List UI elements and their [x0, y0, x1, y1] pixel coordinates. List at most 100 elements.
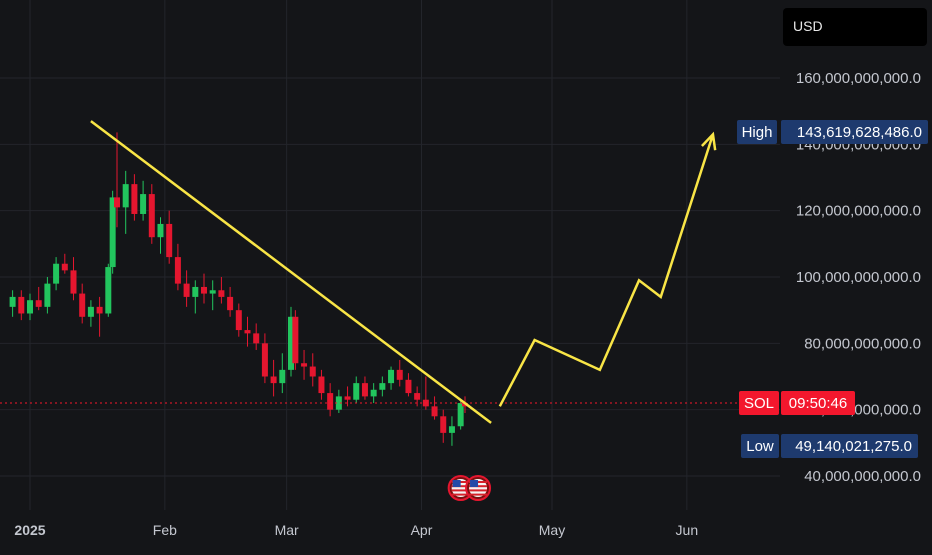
candle [261, 333, 268, 384]
countdown-timer: 09:50:46 [789, 395, 847, 412]
candle [353, 376, 360, 404]
high-value: 143,619,628,486.0 [797, 124, 922, 141]
flag-stripe [469, 489, 488, 492]
low-label-tag [741, 434, 779, 458]
candle [422, 376, 429, 410]
candle [440, 409, 447, 443]
event-markers [447, 475, 492, 501]
low-value: 49,140,021,275.0 [795, 438, 912, 455]
projection-path [498, 134, 715, 407]
candle [288, 306, 294, 377]
flag-stripe [469, 493, 488, 496]
candle-body [131, 184, 138, 214]
candle [396, 359, 403, 387]
candle [448, 416, 455, 446]
candle-body [209, 290, 216, 294]
candle-body [79, 293, 86, 317]
candle [140, 180, 147, 221]
candle-body [253, 333, 260, 344]
candle [96, 296, 103, 337]
candle-body [148, 194, 155, 238]
candle [253, 323, 260, 350]
y-tick-label: 120,000,000,000.0 [796, 203, 921, 220]
candle-body [9, 296, 16, 307]
candle-body [27, 300, 33, 314]
candle [114, 132, 120, 228]
currency-label: USD [793, 18, 823, 34]
y-tick-label: 40,000,000,000.0 [804, 468, 921, 485]
candle-body [353, 383, 360, 400]
candle [405, 373, 412, 397]
candle [79, 283, 86, 324]
candle [148, 184, 155, 244]
candle [344, 386, 351, 407]
high-label-tag [737, 120, 777, 144]
price-tags: High 143,619,628,486.0 SOL 09:50:46 Low 49,14… [737, 120, 928, 458]
candle [388, 366, 395, 390]
candle-body [301, 363, 308, 367]
candle [457, 399, 464, 430]
flag-stripe [451, 493, 470, 496]
currency-selector[interactable]: USD [783, 8, 927, 46]
candle [44, 277, 51, 314]
candle-body [61, 263, 68, 271]
candle [227, 286, 234, 317]
flag-canton [452, 480, 461, 487]
us-flag-icon[interactable] [465, 475, 492, 501]
flag-stripe [451, 489, 470, 492]
candle-body [114, 197, 120, 208]
candle [131, 174, 138, 221]
low-label: Low [746, 438, 774, 455]
annotation-lines [0, 120, 780, 424]
candle [327, 383, 334, 417]
candle-body [261, 343, 268, 377]
candle-body [440, 416, 447, 433]
high-label: High [742, 124, 773, 141]
candle-body [35, 300, 42, 307]
candle-body [396, 369, 403, 380]
candle-body [279, 369, 286, 384]
candle-body [270, 376, 277, 384]
candle-body [109, 197, 116, 268]
candle-body [87, 306, 94, 317]
candle [70, 257, 77, 301]
candle-body [335, 396, 342, 410]
candle-body [431, 406, 438, 417]
candle [35, 286, 42, 311]
candle-body [166, 223, 173, 258]
symbol-tag [739, 391, 779, 416]
candle [318, 369, 325, 400]
candle-body [183, 283, 190, 297]
candle [174, 243, 181, 291]
candle [235, 303, 242, 337]
candle-body [218, 290, 225, 297]
symbol-label: SOL [744, 395, 774, 412]
candle [61, 253, 68, 274]
x-tick-label: Mar [275, 522, 299, 538]
candle-body [288, 316, 294, 370]
x-tick-label: Apr [411, 522, 433, 538]
candle [209, 280, 216, 311]
candle [157, 217, 164, 254]
candle-body [122, 184, 129, 208]
candle-body [344, 396, 351, 400]
candle-body [292, 316, 299, 364]
candle [9, 290, 16, 317]
high-value-tag [781, 120, 928, 144]
x-tick-label: Jun [676, 522, 699, 538]
candle [105, 263, 112, 317]
x-tick-label: May [539, 522, 565, 538]
candle [279, 353, 286, 394]
candle-body [18, 296, 25, 314]
candle-body [457, 403, 464, 427]
flag-canton [470, 480, 479, 487]
candle [109, 190, 116, 274]
candle-body [201, 286, 207, 294]
candle-body [70, 270, 77, 294]
candle [361, 376, 368, 400]
candle-body [361, 383, 368, 397]
countdown-tag [781, 391, 855, 416]
candles [9, 132, 468, 446]
